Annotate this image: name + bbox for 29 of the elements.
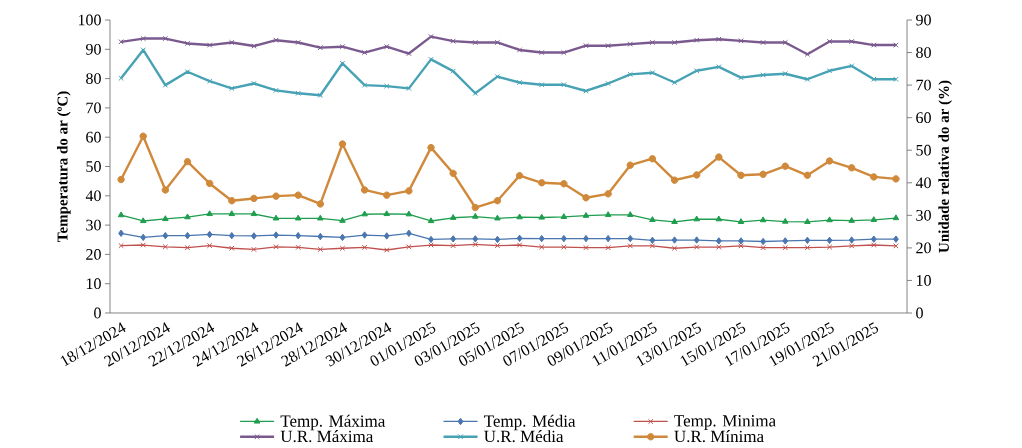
- y2-tick-label: 60: [916, 112, 931, 124]
- y-axis-title: Temperatura do ar (ºC): [57, 91, 71, 242]
- y2-tick-label: 10: [916, 275, 931, 286]
- y-tick-label: 70: [86, 102, 101, 114]
- y-tick-label: 40: [85, 190, 101, 202]
- y2-tick-label: 80: [916, 47, 931, 58]
- y2-tick-label: 40: [915, 177, 931, 189]
- y-tick-label: 60: [86, 131, 101, 143]
- legend-label: U.R. Máxima: [280, 430, 374, 443]
- y-tick-label: 10: [86, 278, 101, 290]
- y2-tick-label: 20: [916, 242, 931, 254]
- y-tick-label: 50: [86, 161, 101, 172]
- y-tick-label: 80: [86, 73, 101, 84]
- y2-tick-label: 0: [916, 307, 923, 319]
- y-tick-label: 0: [94, 307, 101, 319]
- legend-label: Temp. Minima: [674, 415, 776, 430]
- y2-axis-title: Unidade relativa do ar (%): [938, 80, 952, 253]
- y2-tick-label: 30: [916, 209, 931, 221]
- y-tick-label: 20: [86, 249, 101, 260]
- y-tick-label: 30: [86, 219, 101, 231]
- y2-tick-label: 50: [916, 144, 931, 156]
- y-tick-label: 100: [78, 14, 101, 26]
- y2-tick-label: 90: [916, 14, 931, 26]
- y2-tick-label: 70: [916, 79, 931, 91]
- legend-label: U.R. Média: [484, 430, 564, 443]
- legend-label: U.R. Mínima: [674, 430, 764, 443]
- y-tick-label: 90: [86, 43, 101, 55]
- legend-label: Temp. Máxima: [280, 414, 386, 431]
- legend-label: Temp. Média: [484, 414, 576, 431]
